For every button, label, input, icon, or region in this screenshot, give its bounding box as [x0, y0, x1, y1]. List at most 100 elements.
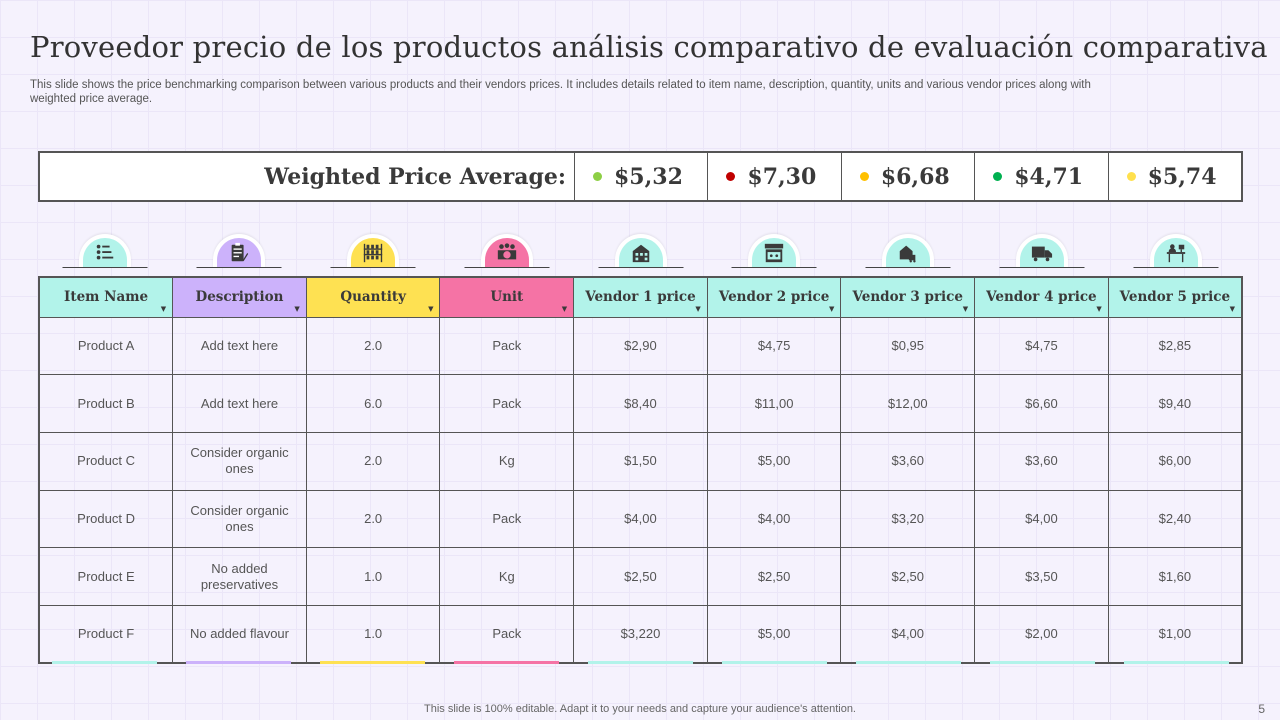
- footer-text: This slide is 100% editable. Adapt it to…: [424, 703, 856, 715]
- column-color-bar: [989, 661, 1095, 664]
- table-cell: $0,95: [840, 316, 976, 376]
- column-icon-wrap: [574, 232, 708, 272]
- filter-dropdown-icon[interactable]: ▼: [695, 303, 701, 313]
- column-header[interactable]: Vendor 1 price ▼: [573, 276, 708, 318]
- table-cell: No added preservatives: [172, 547, 307, 606]
- table-header-row: Item Name ▼ Description ▼ Quantity ▼ Unit ▼ Vend…: [38, 276, 1243, 318]
- table-cell: $1,00: [1107, 604, 1243, 664]
- status-dot-icon: [726, 172, 736, 181]
- table-cell: Add text here: [172, 316, 307, 376]
- page-subtitle: This slide shows the price benchmarking …: [30, 79, 1091, 105]
- column-bar-wrap: [841, 661, 975, 664]
- column-header-label: Unit: [490, 289, 524, 306]
- column-header[interactable]: Vendor 4 price ▼: [974, 276, 1109, 318]
- table-row: Product A Add text here 2.0 Pack $2,90 $4,75 $…: [38, 316, 1243, 376]
- filter-dropdown-icon[interactable]: ▼: [160, 303, 167, 313]
- table-cell: $2,85: [1107, 316, 1243, 376]
- table-cell: $4,75: [706, 316, 842, 376]
- column-color-bar: [52, 661, 158, 664]
- column-header[interactable]: Vendor 5 price ▼: [1107, 276, 1243, 318]
- icon-underline: [330, 267, 416, 268]
- table-cell: $3,50: [974, 547, 1109, 606]
- page-number: 5: [1258, 702, 1265, 716]
- column-bar-wrap: [172, 661, 306, 664]
- table-cell: $2,50: [840, 547, 976, 606]
- icon-underline: [731, 267, 817, 268]
- weighted-price-value: $5,32: [614, 163, 683, 190]
- price-table: Item Name ▼ Description ▼ Quantity ▼ Unit ▼ Vend…: [38, 276, 1243, 665]
- table-cell: Pack: [439, 374, 575, 433]
- column-header[interactable]: Quantity ▼: [305, 276, 441, 318]
- checklist-icon: [78, 234, 131, 268]
- icon-underline: [865, 267, 951, 268]
- table-cell: 2.0: [305, 316, 441, 376]
- column-header-label: Vendor 1 price: [585, 289, 696, 306]
- column-icon-wrap: [172, 232, 306, 272]
- filter-dropdown-icon[interactable]: ▼: [294, 303, 300, 313]
- icon-underline: [598, 267, 683, 268]
- table-cell: 1.0: [305, 547, 441, 606]
- column-header[interactable]: Item Name ▼: [38, 276, 174, 318]
- table-row: Product D Consider organic ones 2.0 Pack $4,…: [38, 489, 1243, 549]
- column-header[interactable]: Description ▼: [172, 276, 307, 318]
- table-cell: $5,00: [706, 604, 842, 664]
- column-icon-wrap: [306, 232, 440, 272]
- column-color-bar: [1123, 661, 1229, 664]
- filter-dropdown-icon[interactable]: ▼: [428, 303, 434, 313]
- weighted-price-cell: $5,32: [575, 153, 709, 200]
- table-cell: Add text here: [172, 374, 307, 433]
- table-cell: $4,00: [974, 489, 1109, 549]
- table-cell: Product B: [38, 374, 174, 433]
- table-cell: $4,75: [974, 316, 1109, 376]
- table-cell: $11,00: [706, 374, 842, 433]
- column-icon-wrap: [975, 232, 1109, 272]
- table-cell: Product C: [38, 431, 174, 491]
- storefront-icon: [748, 234, 801, 268]
- column-header[interactable]: Vendor 3 price ▼: [840, 276, 976, 318]
- status-dot-icon: [1126, 172, 1136, 181]
- column-color-bar: [855, 661, 961, 664]
- table-cell: $4,00: [840, 604, 976, 664]
- status-dot-icon: [993, 172, 1003, 181]
- shelves-icon: [346, 234, 399, 268]
- warehouse-delivery-icon: [882, 234, 935, 268]
- column-color-bar: [186, 661, 292, 664]
- table-cell: $3,20: [840, 489, 976, 549]
- icon-underline: [1133, 267, 1219, 268]
- weighted-price-cell: $5,74: [1109, 153, 1241, 200]
- column-color-bar: [320, 661, 426, 664]
- weighted-price-value: $6,68: [880, 163, 950, 190]
- column-header-label: Vendor 2 price: [718, 289, 830, 306]
- weighted-price-value: $7,30: [747, 163, 817, 190]
- table-row: Product F No added flavour 1.0 Pack $3,220 $5…: [38, 604, 1243, 664]
- table-cell: No added flavour: [172, 604, 307, 664]
- group-icon: [480, 234, 533, 268]
- table-cell: $1,50: [573, 431, 708, 491]
- column-icon-wrap: [841, 232, 975, 272]
- table-cell: $12,00: [840, 374, 976, 433]
- table-row: Product B Add text here 6.0 Pack $8,40 $11,00…: [38, 374, 1243, 433]
- table-cell: 1.0: [305, 604, 441, 664]
- table-cell: $8,40: [573, 374, 708, 433]
- filter-dropdown-icon[interactable]: ▼: [962, 303, 969, 313]
- column-header[interactable]: Unit ▼: [439, 276, 575, 318]
- column-bar-wrap: [440, 661, 574, 664]
- table-cell: Product D: [38, 489, 174, 549]
- column-bar-wrap: [306, 661, 440, 664]
- filter-dropdown-icon[interactable]: ▼: [561, 303, 568, 313]
- weighted-price-cell: $4,71: [975, 153, 1109, 200]
- column-icon-wrap: [440, 232, 574, 272]
- weighted-price-value: $5,74: [1147, 163, 1217, 190]
- column-header[interactable]: Vendor 2 price ▼: [706, 276, 842, 318]
- table-cell: Product F: [38, 604, 174, 664]
- filter-dropdown-icon[interactable]: ▼: [1096, 303, 1102, 313]
- filter-dropdown-icon[interactable]: ▼: [1229, 303, 1235, 313]
- table-cell: $3,60: [974, 431, 1109, 491]
- clipboard-icon: [212, 234, 265, 268]
- table-cell: $2,40: [1107, 489, 1243, 549]
- truck-icon: [1016, 234, 1069, 268]
- filter-dropdown-icon[interactable]: ▼: [829, 303, 835, 313]
- column-icons: [38, 232, 1243, 272]
- table-cell: Kg: [439, 547, 575, 606]
- table-cell: Product A: [38, 316, 174, 376]
